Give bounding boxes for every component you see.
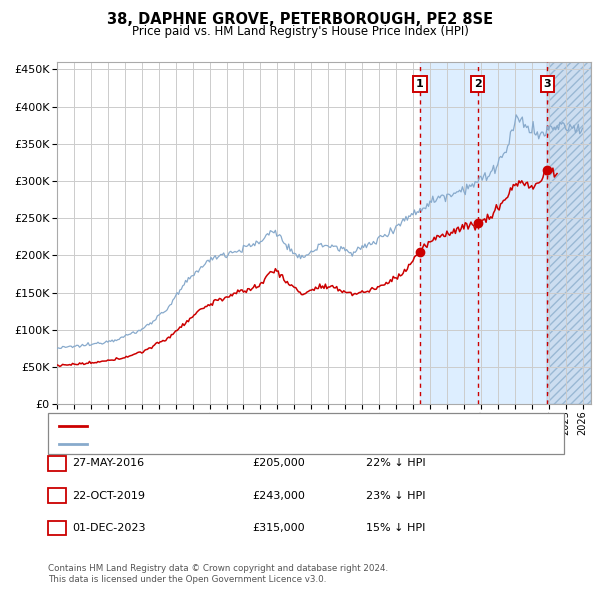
Text: 3: 3	[53, 523, 61, 533]
Text: 15% ↓ HPI: 15% ↓ HPI	[366, 523, 425, 533]
Text: Price paid vs. HM Land Registry's House Price Index (HPI): Price paid vs. HM Land Registry's House …	[131, 25, 469, 38]
Bar	[547, 62, 591, 404]
Text: Contains HM Land Registry data © Crown copyright and database right 2024.: Contains HM Land Registry data © Crown c…	[48, 565, 388, 573]
Text: 1: 1	[53, 458, 61, 468]
Text: 38, DAPHNE GROVE, PETERBOROUGH, PE2 8SE: 38, DAPHNE GROVE, PETERBOROUGH, PE2 8SE	[107, 12, 493, 27]
Text: 22% ↓ HPI: 22% ↓ HPI	[366, 458, 425, 468]
Text: 01-DEC-2023: 01-DEC-2023	[72, 523, 146, 533]
Text: 2: 2	[53, 491, 61, 500]
Text: £243,000: £243,000	[252, 491, 305, 500]
Text: 2: 2	[474, 79, 481, 89]
Text: 27-MAY-2016: 27-MAY-2016	[72, 458, 144, 468]
Text: 1: 1	[416, 79, 424, 89]
Text: HPI: Average price, detached house, City of Peterborough: HPI: Average price, detached house, City…	[91, 439, 392, 448]
Text: 38, DAPHNE GROVE, PETERBOROUGH, PE2 8SE (detached house): 38, DAPHNE GROVE, PETERBOROUGH, PE2 8SE …	[91, 421, 432, 431]
Text: 22-OCT-2019: 22-OCT-2019	[72, 491, 145, 500]
Text: £205,000: £205,000	[252, 458, 305, 468]
Text: 23% ↓ HPI: 23% ↓ HPI	[366, 491, 425, 500]
Bar	[547, 62, 591, 404]
Text: 3: 3	[544, 79, 551, 89]
Text: £315,000: £315,000	[252, 523, 305, 533]
Text: This data is licensed under the Open Government Licence v3.0.: This data is licensed under the Open Gov…	[48, 575, 326, 584]
Bar	[420, 62, 591, 404]
